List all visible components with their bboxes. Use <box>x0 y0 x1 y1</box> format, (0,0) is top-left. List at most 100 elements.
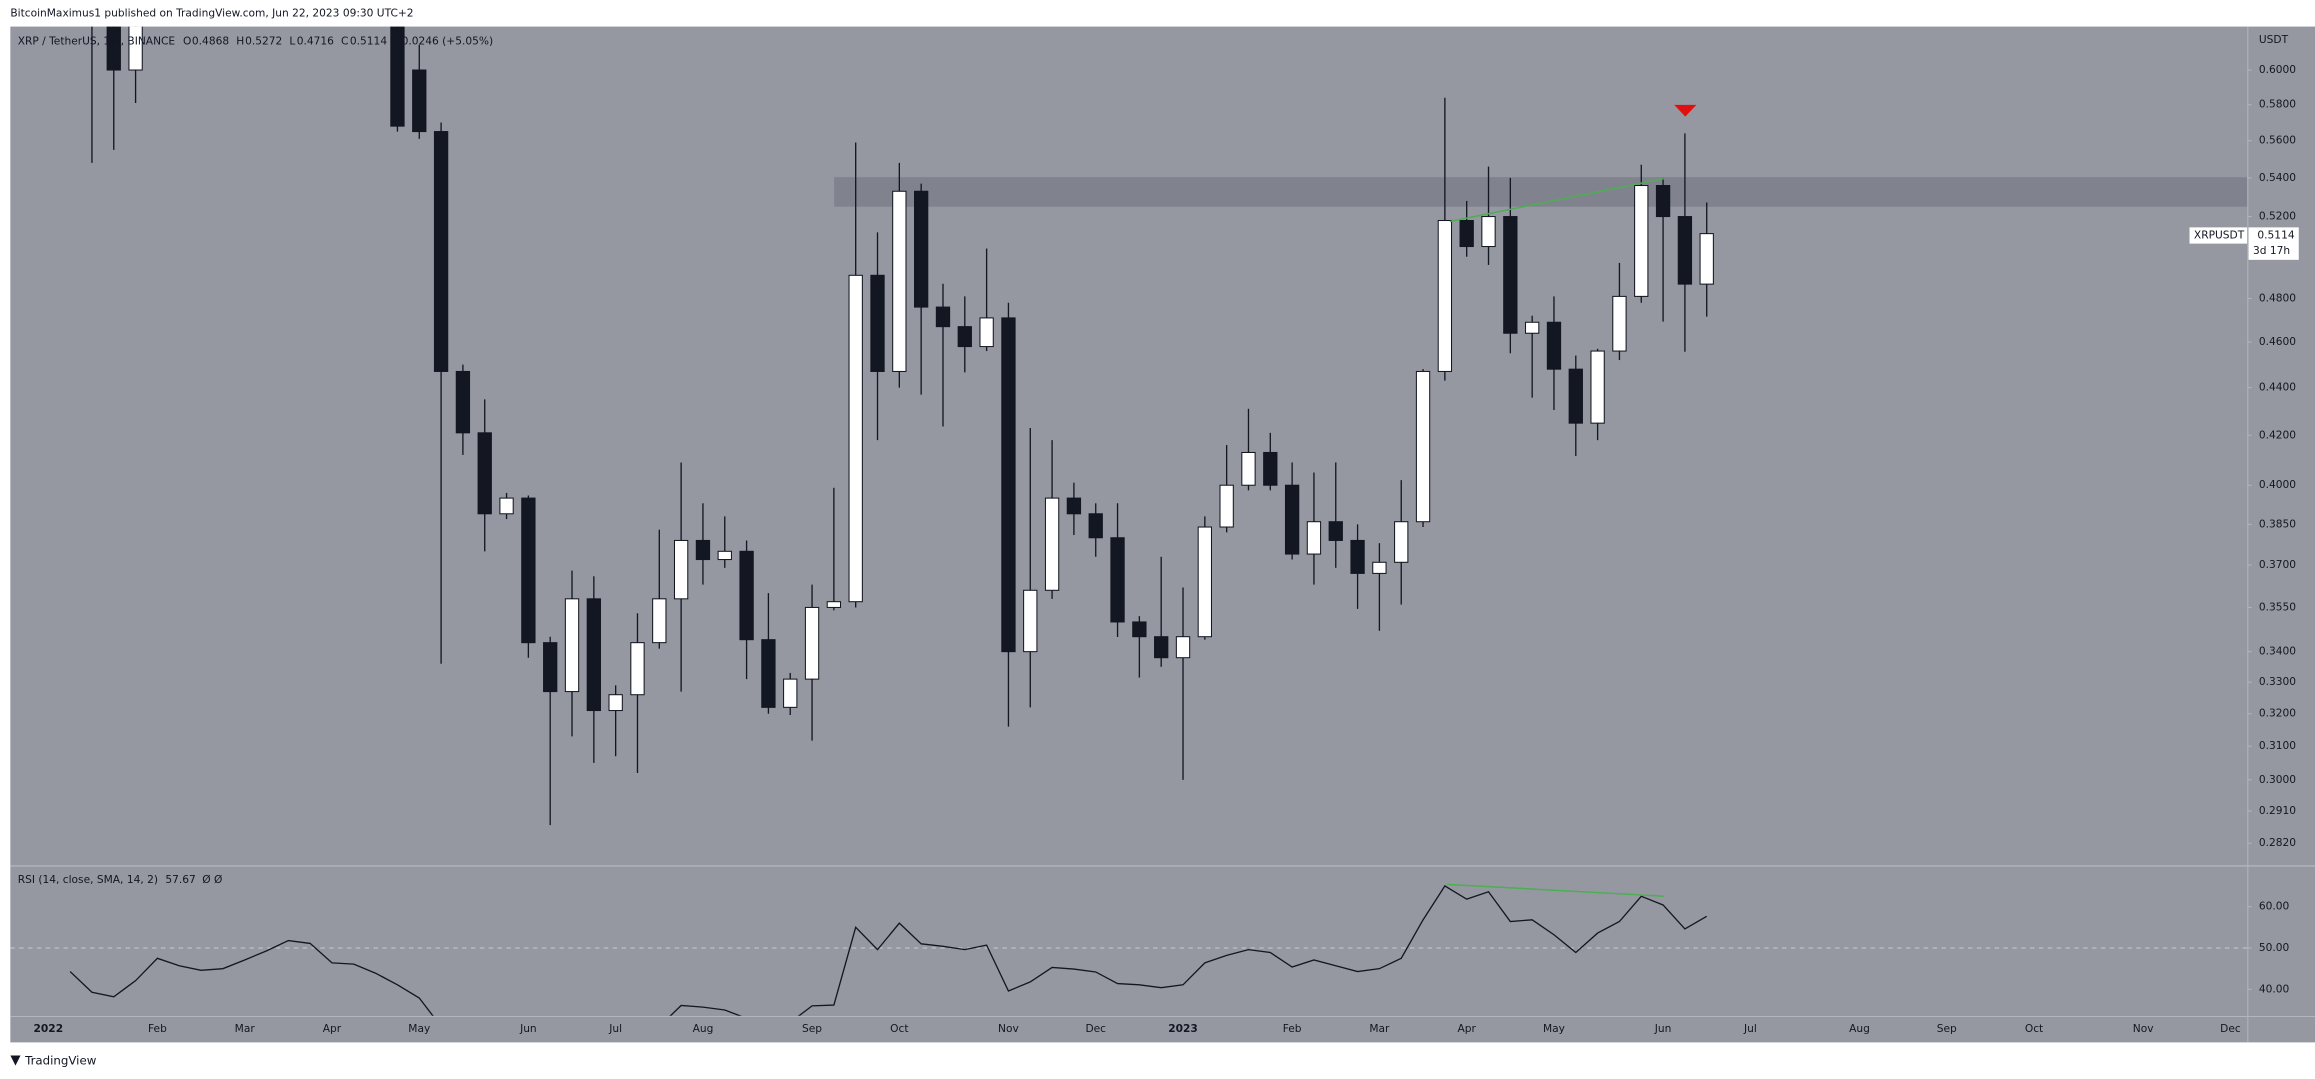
candle-body <box>1568 368 1583 424</box>
x-tick-label: Nov <box>2133 1022 2154 1035</box>
x-tick-label: Jul <box>608 1022 622 1035</box>
rsi-flags: Ø Ø <box>202 873 222 886</box>
x-tick-label: Aug <box>693 1022 714 1035</box>
rsi-trend-line <box>1446 883 1664 897</box>
candle-body <box>870 274 885 372</box>
price-pane: XRP / TetherUS, 1W, BINANCE O 0.4868 H 0.527… <box>18 26 1714 826</box>
y-tick-label: 60.00 <box>2259 900 2290 913</box>
rsi-value: 57.67 <box>165 873 195 886</box>
x-tick-label: Oct <box>890 1022 908 1035</box>
candle-body <box>1132 621 1147 638</box>
y-tick-label: 0.5600 <box>2259 134 2296 147</box>
x-tick-label: May <box>1543 1022 1565 1035</box>
x-tick-label: Mar <box>235 1022 256 1035</box>
x-tick-label: Jun <box>519 1022 537 1035</box>
candle-body <box>390 26 405 127</box>
x-tick-label: May <box>408 1022 430 1035</box>
candle-body <box>1001 317 1016 653</box>
x-tick-label: Jun <box>1654 1022 1672 1035</box>
candle-body <box>455 370 471 434</box>
candle-body <box>935 306 951 328</box>
y-tick-label: 50.00 <box>2259 941 2290 954</box>
legend-value: 0.5114 <box>350 34 387 47</box>
candle-body <box>433 131 449 372</box>
candle-body <box>1197 526 1212 638</box>
candle-body <box>652 598 667 644</box>
candle-body <box>739 550 754 641</box>
candle-body <box>106 26 121 71</box>
candle-body <box>1612 295 1627 352</box>
y-tick-label: 0.5400 <box>2259 171 2296 184</box>
rsi-pane: RSI (14, close, SMA, 14, 2) 57.67 Ø Ø <box>10 873 2248 1016</box>
candle-body <box>1655 185 1671 218</box>
candle-body <box>783 678 798 708</box>
byline: BitcoinMaximus1 published on TradingView… <box>10 6 413 19</box>
candle-body <box>892 190 907 372</box>
candle-body <box>1350 539 1365 574</box>
candle-body <box>826 601 842 608</box>
y-tick-label: 40.00 <box>2259 982 2290 995</box>
candle-body <box>1023 589 1038 653</box>
candle-body <box>1219 484 1234 528</box>
candle-body <box>1503 216 1518 334</box>
legend-title: XRP / TetherUS, 1W, BINANCE <box>18 34 176 47</box>
x-tick-label: Apr <box>323 1022 342 1035</box>
legend-value: 0.5272 <box>245 34 282 47</box>
candle-body <box>695 539 711 561</box>
x-tick-label: Aug <box>1849 1022 1870 1035</box>
candle-body <box>761 639 776 708</box>
y-tick-label: 0.2910 <box>2259 804 2296 817</box>
y-tick-label: 0.3000 <box>2259 773 2296 786</box>
legend-key: C <box>341 34 348 47</box>
candle-body <box>1306 521 1322 555</box>
x-tick-label: Sep <box>1937 1022 1957 1035</box>
y-tick-label: 0.5200 <box>2259 210 2296 223</box>
y-tick-label: 0.3400 <box>2259 645 2296 658</box>
y-tick-label: 0.5800 <box>2259 98 2296 111</box>
last-price: 0.5114 <box>2257 228 2294 241</box>
candle-body <box>1459 219 1474 248</box>
candle-body <box>1634 185 1649 297</box>
candle-body <box>1372 561 1387 574</box>
countdown: 3d 17h <box>2253 244 2290 257</box>
candle-body <box>608 694 623 712</box>
candle-body <box>1394 521 1409 563</box>
footer-logo: ▼ <box>10 1053 21 1068</box>
candle-body <box>957 326 972 348</box>
y-tick-label: 0.4400 <box>2259 381 2296 394</box>
candle-body <box>673 539 689 600</box>
candle-body <box>499 497 514 515</box>
candle-body <box>1263 451 1278 486</box>
legend-value: 0.4716 <box>297 34 334 47</box>
resistance-zone <box>834 177 2248 207</box>
legend-value: 0.4868 <box>192 34 229 47</box>
footer: TradingView <box>24 1053 97 1067</box>
candle-body <box>848 274 863 603</box>
candle-body <box>1328 521 1343 541</box>
candle-body <box>1590 350 1605 424</box>
candle-body <box>1284 484 1300 555</box>
candle-body <box>1088 513 1103 539</box>
y-tick-label: 0.3700 <box>2259 558 2296 571</box>
candle-body <box>1437 219 1453 372</box>
candle-body <box>1546 321 1562 370</box>
x-tick-label: Jul <box>1743 1022 1757 1035</box>
rsi-line <box>69 885 1708 1016</box>
candle-body <box>477 432 492 515</box>
candle-body <box>1110 537 1125 623</box>
y-tick-label: 0.4000 <box>2259 478 2296 491</box>
legend-change: +0.0246 (+5.05%) <box>393 34 493 47</box>
legend-key: O <box>183 34 191 47</box>
symbol-box <box>2189 227 2248 244</box>
x-tick-label: Oct <box>2025 1022 2043 1035</box>
candle-body <box>1241 451 1256 486</box>
x-tick-label: 2023 <box>1168 1022 1198 1035</box>
candle-body <box>564 598 580 693</box>
legend-key: L <box>289 34 295 47</box>
x-tick-label: Sep <box>802 1022 822 1035</box>
candle-body <box>979 317 994 348</box>
symbol-label: XRPUSDT <box>2194 228 2245 241</box>
candle-body <box>1699 233 1714 285</box>
candle-body <box>804 606 820 680</box>
